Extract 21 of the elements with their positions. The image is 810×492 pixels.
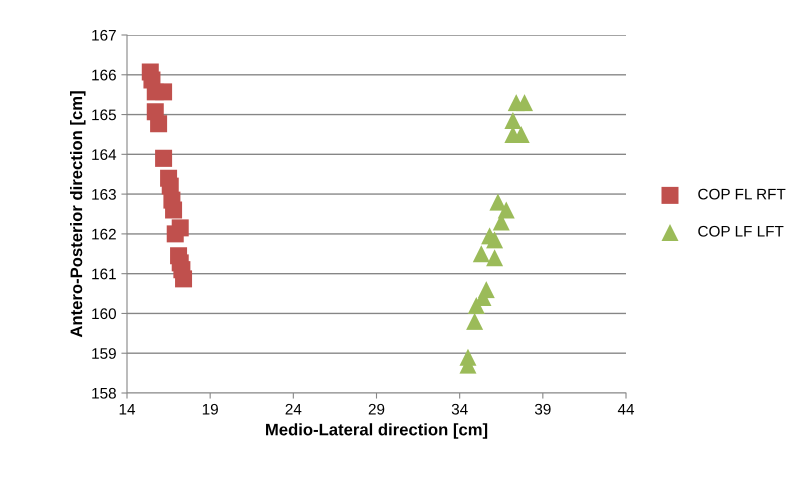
y-tick-label: 163	[92, 188, 116, 200]
y-tick-label: 165	[92, 109, 116, 120]
x-axis-title: Medio-Lateral direction [cm]	[266, 423, 488, 439]
y-tick-label: 162	[92, 228, 116, 240]
x-tick-label: 39	[534, 404, 551, 415]
x-tick-label: 19	[202, 404, 218, 415]
x-tick-label: 24	[286, 404, 302, 414]
y-tick-label: 166	[92, 70, 116, 80]
y-tick-label: 158	[92, 388, 116, 399]
x-tick-label: 14	[120, 404, 136, 414]
legend-label: COP FL RFT	[698, 188, 786, 200]
y-tick-label: 161	[92, 268, 116, 280]
y-tick-label: 167	[92, 30, 116, 41]
y-tick-label: 159	[92, 348, 116, 359]
legend-label: COP LF LFT	[698, 226, 784, 237]
y-tick-label: 160	[92, 308, 116, 320]
y-tick-label: 164	[92, 149, 116, 160]
x-tick-label: 44	[618, 404, 634, 414]
y-axis-title: Antero-Posterior direction [cm]	[70, 91, 86, 338]
x-tick-label: 29	[368, 404, 384, 415]
x-tick-label: 34	[452, 404, 468, 415]
